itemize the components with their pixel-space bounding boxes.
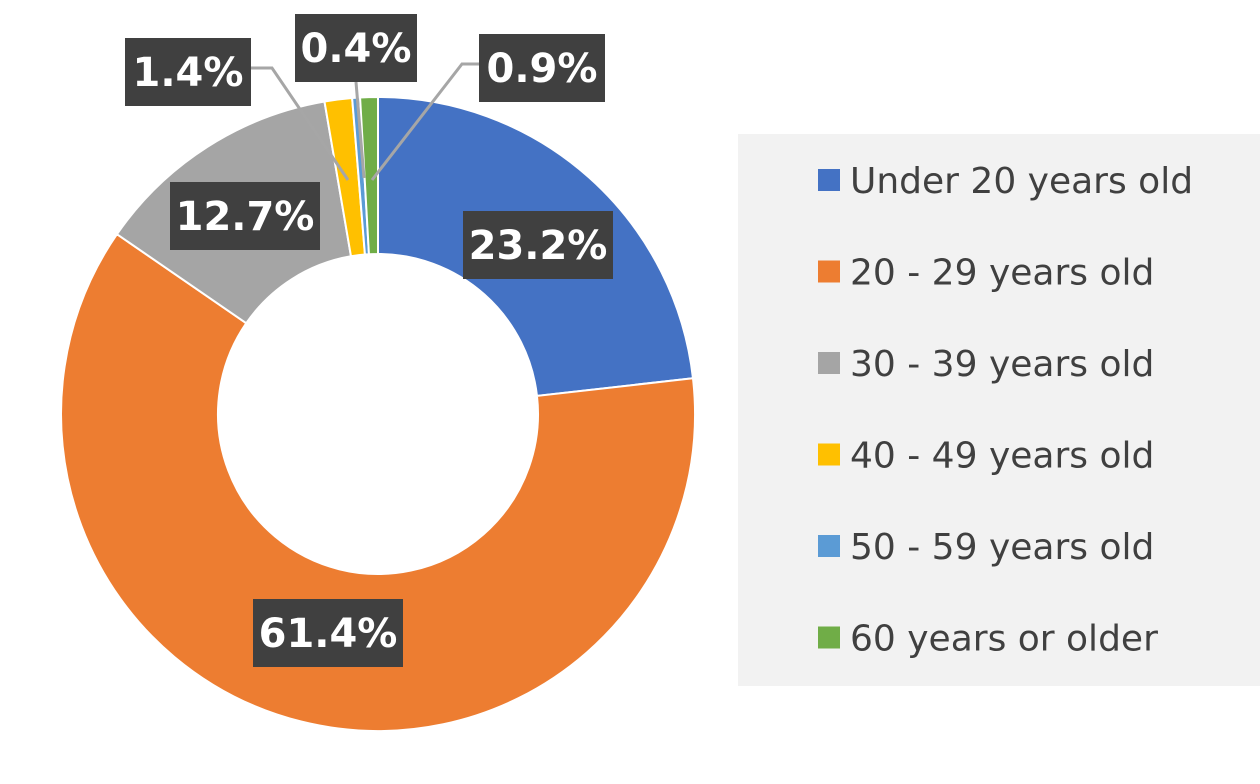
leader-line-40-49-years-old: [250, 66, 350, 181]
slice-60-years-or-older: [359, 95, 379, 256]
data-label-text: 0.4%: [301, 26, 412, 72]
legend-label: 60 years or older: [850, 619, 1158, 660]
data-label-text: 12.7%: [176, 194, 315, 240]
legend-swatch: [818, 626, 840, 649]
legend-swatch: [818, 352, 840, 374]
legend-item-30-39-years-old: 30 - 39 years old: [818, 344, 1154, 385]
data-label-box: [463, 211, 613, 279]
data-label-40-49-years-old: 1.4%: [125, 38, 251, 106]
slice-20-29-years-old: [60, 232, 696, 732]
legend-swatch: [818, 169, 840, 191]
legend-swatch: [818, 260, 840, 283]
data-label-box: [125, 38, 251, 106]
data-labels: 23.2% 61.4% 12.7% 1.4% 0.4% 0.9%: [125, 14, 613, 667]
data-label-box: [170, 182, 320, 250]
legend-label: Under 20 years old: [850, 161, 1193, 202]
data-label-under-20-years-old: 23.2%: [463, 211, 613, 279]
legend-item-50-59-years-old: 50 - 59 years old: [818, 527, 1154, 568]
legend-swatch: [818, 443, 840, 466]
data-label-text: 23.2%: [469, 223, 608, 269]
legend-item-20-29-years-old: 20 - 29 years old: [818, 253, 1154, 294]
data-label-box: [479, 34, 605, 102]
leader-line-50-59-years-old: [354, 81, 366, 179]
legend-label: 20 - 29 years old: [850, 253, 1154, 294]
data-label-text: 0.9%: [487, 46, 598, 92]
legend-label: 30 - 39 years old: [850, 344, 1154, 385]
legend-label: 50 - 59 years old: [850, 527, 1154, 568]
data-label-20-29-years-old: 61.4%: [253, 599, 403, 667]
leader-line-60-years-or-older: [370, 62, 479, 181]
data-label-box: [253, 599, 403, 667]
leader-lines: [250, 62, 479, 181]
data-label-50-59-years-old: 0.4%: [295, 14, 417, 82]
legend-item-40-49-years-old: 40 - 49 years old: [818, 436, 1154, 477]
legend-item-60-years-or-older: 60 years or older: [818, 619, 1158, 660]
data-label-60-years-or-older: 0.9%: [479, 34, 605, 102]
legend-label: 40 - 49 years old: [850, 436, 1154, 477]
data-label-box: [295, 14, 417, 82]
legend-swatch: [818, 535, 840, 557]
legend: Under 20 years old 20 - 29 years old 30 - …: [738, 134, 1260, 686]
data-label-text: 61.4%: [259, 611, 398, 657]
legend-item-under-20-years-old: Under 20 years old: [818, 161, 1193, 202]
data-label-30-39-years-old: 12.7%: [170, 182, 320, 250]
legend-background: [738, 134, 1260, 686]
data-label-text: 1.4%: [133, 50, 244, 96]
